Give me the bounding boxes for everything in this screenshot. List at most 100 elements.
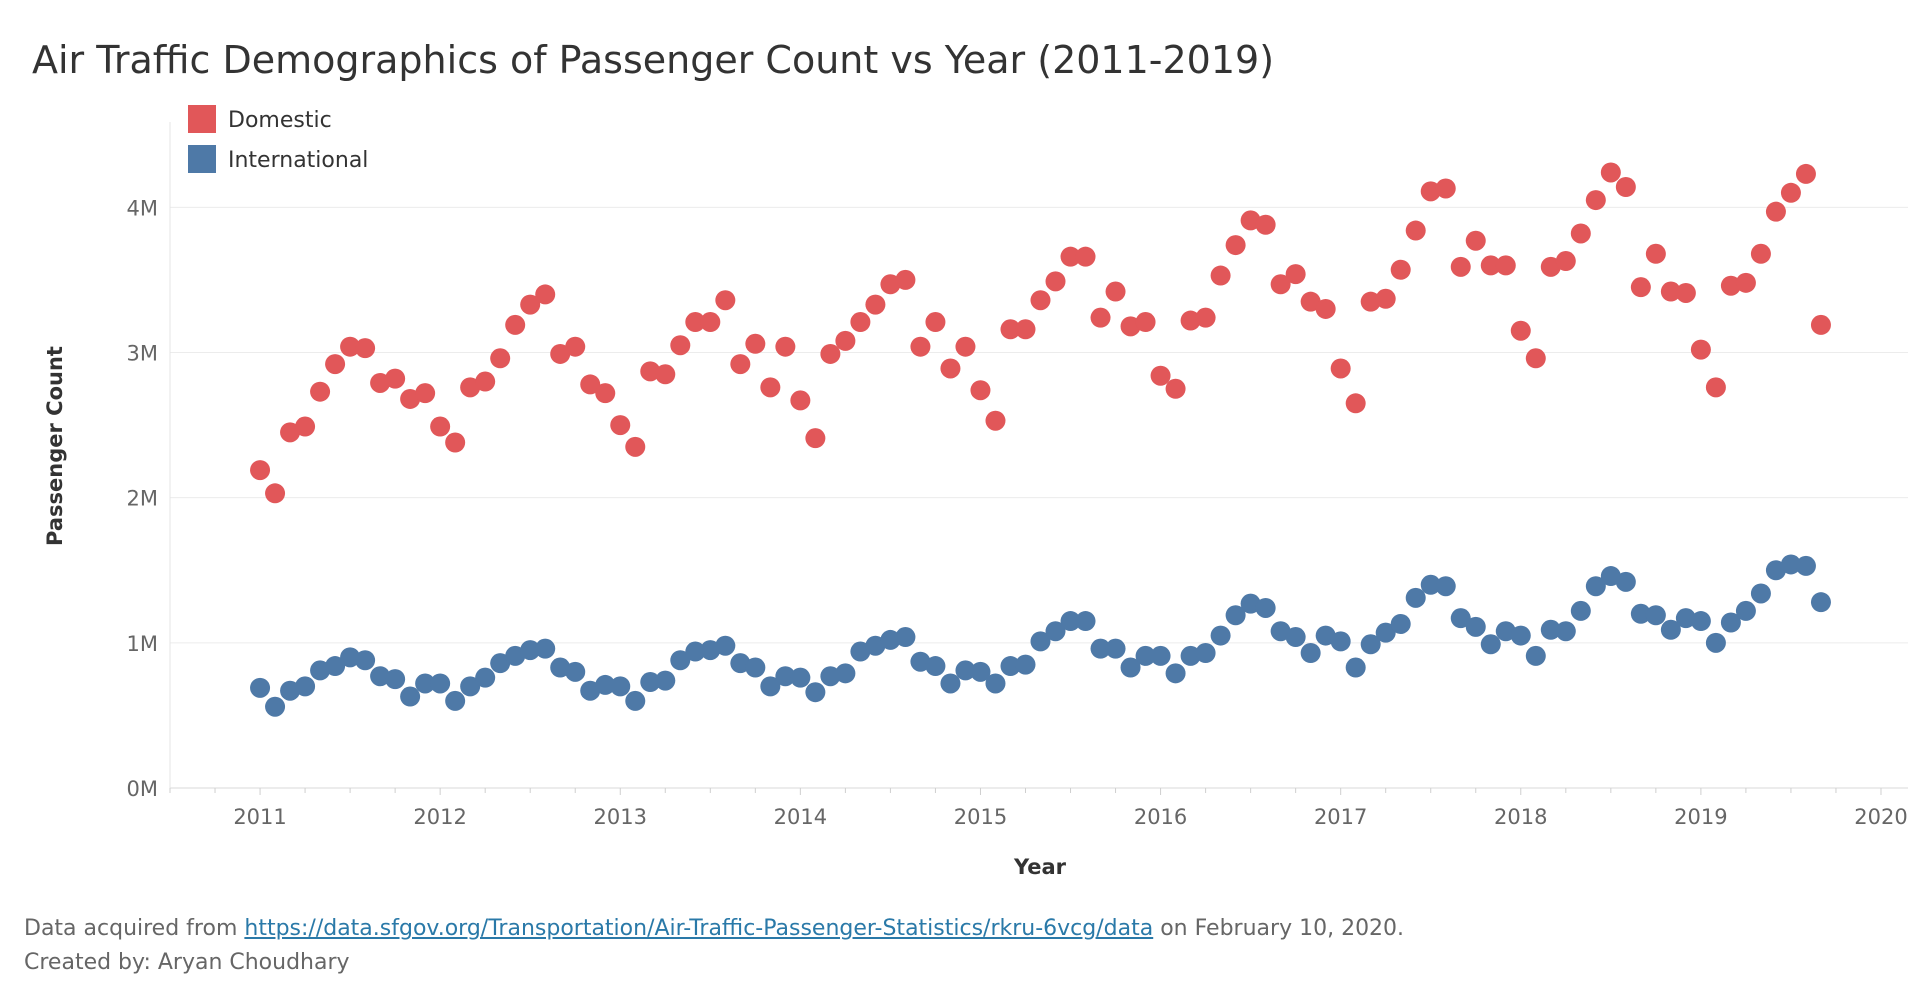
domestic-point: [565, 336, 586, 357]
source-suffix: on February 10, 2020.: [1153, 916, 1405, 941]
international-point: [1750, 583, 1771, 604]
international-point: [700, 640, 721, 661]
domestic-point: [1705, 377, 1726, 398]
y-tick-label: 4M: [127, 196, 158, 220]
y-tick-label: 2M: [127, 487, 158, 511]
international-point: [430, 673, 451, 694]
international-point: [1060, 611, 1081, 632]
domestic-point: [745, 333, 766, 354]
domestic-point: [895, 269, 916, 290]
domestic-point: [685, 312, 706, 333]
legend-label-international: International: [228, 148, 368, 173]
x-tick-label: 2018: [1494, 805, 1547, 829]
domestic-point: [1330, 358, 1351, 379]
international-point: [370, 666, 391, 687]
domestic-point: [1150, 365, 1171, 386]
international-point: [1030, 631, 1051, 652]
international-point: [865, 635, 886, 656]
international-point: [445, 690, 466, 711]
international-point: [415, 673, 436, 694]
international-point: [1540, 619, 1561, 640]
international-point: [460, 676, 481, 697]
international-point: [1435, 576, 1456, 597]
domestic-point: [1240, 210, 1261, 231]
domestic-point: [985, 410, 1006, 431]
international-point: [1465, 616, 1486, 637]
international-point: [970, 661, 991, 682]
international-point: [310, 660, 331, 681]
international-point: [1375, 622, 1396, 643]
international-point: [1315, 625, 1336, 646]
domestic-point: [445, 432, 466, 453]
domestic-point: [505, 314, 526, 335]
domestic-point: [715, 290, 736, 311]
international-point: [850, 641, 871, 662]
domestic-point: [1525, 348, 1546, 369]
chart-title: Air Traffic Demographics of Passenger Co…: [32, 38, 1275, 82]
y-tick-label: 1M: [127, 632, 158, 656]
domestic-point: [610, 415, 631, 436]
domestic-point: [1075, 246, 1096, 267]
domestic-point: [1450, 256, 1471, 277]
international-point: [1165, 663, 1186, 684]
credit-note: Created by: Aryan Choudhary: [24, 950, 350, 975]
international-point: [1180, 645, 1201, 666]
domestic-point: [1270, 274, 1291, 295]
domestic-point: [955, 336, 976, 357]
domestic-point: [310, 381, 331, 402]
international-point: [1120, 657, 1141, 678]
domestic-point: [1495, 255, 1516, 276]
domestic-point: [1180, 310, 1201, 331]
domestic-point: [1795, 163, 1816, 184]
domestic-point: [1105, 281, 1126, 302]
international-point: [835, 663, 856, 684]
international-point: [355, 650, 376, 671]
domestic-point: [625, 436, 646, 457]
international-point: [610, 676, 631, 697]
international-point: [580, 680, 601, 701]
domestic-point: [1060, 246, 1081, 267]
domestic-point: [1375, 288, 1396, 309]
domestic-point: [1165, 378, 1186, 399]
international-point: [1015, 654, 1036, 675]
domestic-point: [1225, 235, 1246, 256]
international-point: [1210, 625, 1231, 646]
domestic-point: [1750, 243, 1771, 264]
international-point: [1270, 621, 1291, 642]
source-link[interactable]: https://data.sfgov.org/Transportation/Ai…: [244, 916, 1154, 941]
domestic-point: [1195, 307, 1216, 328]
international-point: [265, 696, 286, 717]
international-point: [1525, 645, 1546, 666]
x-axis: 2011 2012 2013 2014 2015 2016 2017 2018 2019 2020: [169, 787, 1908, 829]
international-point: [1105, 638, 1126, 659]
domestic-point: [1660, 281, 1681, 302]
domestic-point: [1090, 307, 1111, 328]
x-axis-title: Year: [1013, 855, 1067, 879]
international-point: [1360, 634, 1381, 655]
domestic-point: [910, 336, 931, 357]
domestic-point: [295, 416, 316, 437]
international-point: [1075, 611, 1096, 632]
international-point: [565, 661, 586, 682]
domestic-point: [1285, 264, 1306, 285]
domestic-point: [1315, 298, 1336, 319]
domestic-point: [1000, 319, 1021, 340]
domestic-point: [580, 374, 601, 395]
domestic-point: [1780, 182, 1801, 203]
international-point: [520, 640, 541, 661]
international-point: [985, 673, 1006, 694]
domestic-point: [1480, 255, 1501, 276]
international-point: [790, 667, 811, 688]
x-tick-label: 2016: [1134, 805, 1187, 829]
international-point: [1135, 645, 1156, 666]
y-tick-label: 3M: [127, 341, 158, 365]
domestic-point: [355, 338, 376, 359]
international-point: [340, 647, 361, 668]
international-point: [1405, 587, 1426, 608]
international-point: [1390, 613, 1411, 634]
international-point: [670, 650, 691, 671]
x-tick-label: 2017: [1314, 805, 1367, 829]
domestic-point: [1555, 251, 1576, 272]
international-point: [1555, 621, 1576, 642]
international-point: [1645, 605, 1666, 626]
